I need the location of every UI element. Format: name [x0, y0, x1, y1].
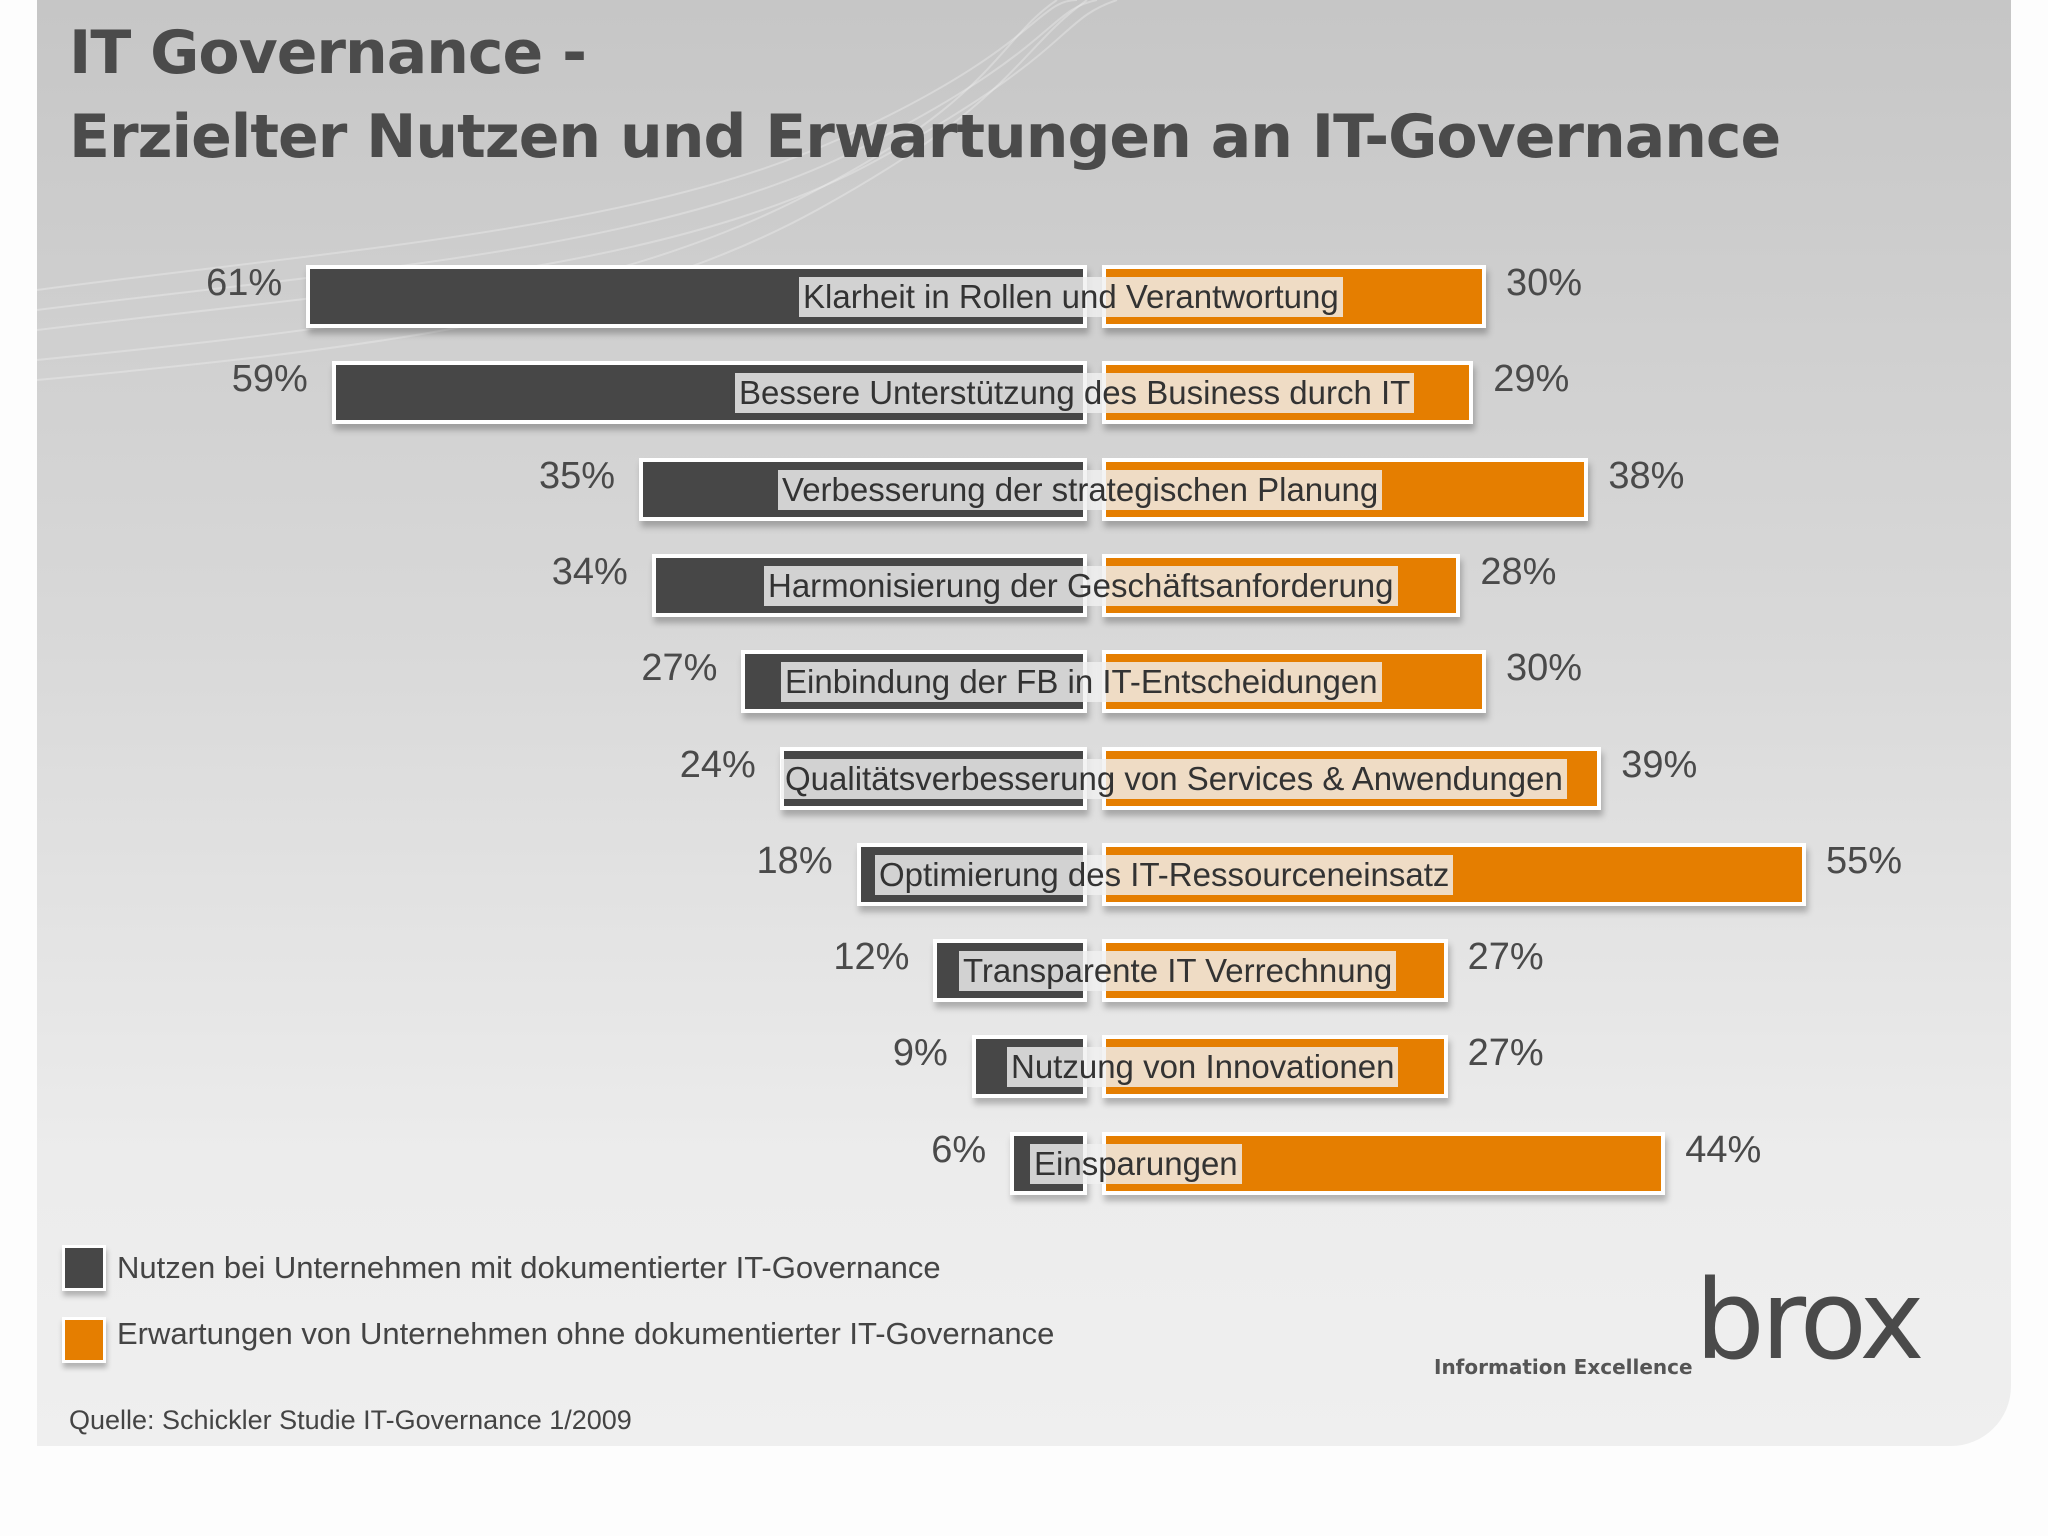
title-line-1: IT Governance -	[69, 18, 587, 88]
value-label-nutzen: 27%	[641, 647, 718, 690]
category-label: Optimierung des IT-Ressourceneinsatz	[875, 854, 1454, 895]
value-label-nutzen: 34%	[551, 550, 628, 593]
category-label: Harmonisierung der Geschäftsanforderung	[764, 565, 1398, 606]
value-label-erwartungen: 30%	[1506, 262, 1583, 304]
value-label-erwartungen: 30%	[1506, 647, 1583, 690]
value-label-nutzen: 12%	[833, 936, 910, 979]
value-label-erwartungen: 55%	[1826, 839, 1903, 882]
value-label-erwartungen: 27%	[1467, 1032, 1544, 1075]
value-label-nutzen: 6%	[931, 1128, 987, 1171]
value-label-erwartungen: 39%	[1621, 743, 1698, 786]
source-note: Quelle: Schickler Studie IT-Governance 1…	[69, 1405, 632, 1435]
value-label-erwartungen: 28%	[1480, 550, 1557, 593]
bar-nutzen	[306, 265, 1087, 328]
decorative-swoosh	[37, 0, 1118, 381]
brox-logo: brox	[1695, 1256, 1925, 1384]
value-label-nutzen: 59%	[231, 358, 308, 401]
category-label: Verbesserung der strategischen Planung	[778, 469, 1383, 510]
category-label: Transparente IT Verrechnung	[959, 951, 1397, 992]
category-label: Einsparungen	[1030, 1143, 1242, 1184]
legend-swatch-orange	[62, 1317, 106, 1363]
value-label-nutzen: 18%	[756, 839, 833, 882]
title-line-2: Erzielter Nutzen und Erwartungen an IT-G…	[69, 102, 1781, 172]
category-label: Bessere Unterstützung des Business durch…	[735, 373, 1415, 414]
value-label-erwartungen: 38%	[1608, 454, 1685, 497]
category-label: Einbindung der FB in IT-Entscheidungen	[781, 662, 1382, 703]
value-label-nutzen: 24%	[679, 743, 756, 786]
value-label-erwartungen: 27%	[1467, 936, 1544, 979]
legend-label-dark: Nutzen bei Unternehmen mit dokumentierte…	[117, 1250, 941, 1285]
category-label: Qualitätsverbesserung von Services & Anw…	[781, 758, 1567, 799]
value-label-nutzen: 35%	[538, 454, 615, 497]
logo-tagline: Information Excellence	[1434, 1355, 1693, 1379]
value-label-nutzen: 9%	[892, 1032, 948, 1075]
slide-background	[37, 0, 2011, 1446]
category-label: Nutzung von Innovationen	[1007, 1047, 1399, 1088]
value-label-erwartungen: 29%	[1493, 358, 1570, 401]
legend-swatch-dark	[62, 1245, 106, 1291]
value-label-nutzen: 61%	[206, 262, 283, 304]
legend-label-orange: Erwartungen von Unternehmen ohne dokumen…	[117, 1316, 1055, 1351]
value-label-erwartungen: 44%	[1685, 1128, 1762, 1171]
category-label: Klarheit in Rollen und Verantwortung	[799, 277, 1343, 317]
